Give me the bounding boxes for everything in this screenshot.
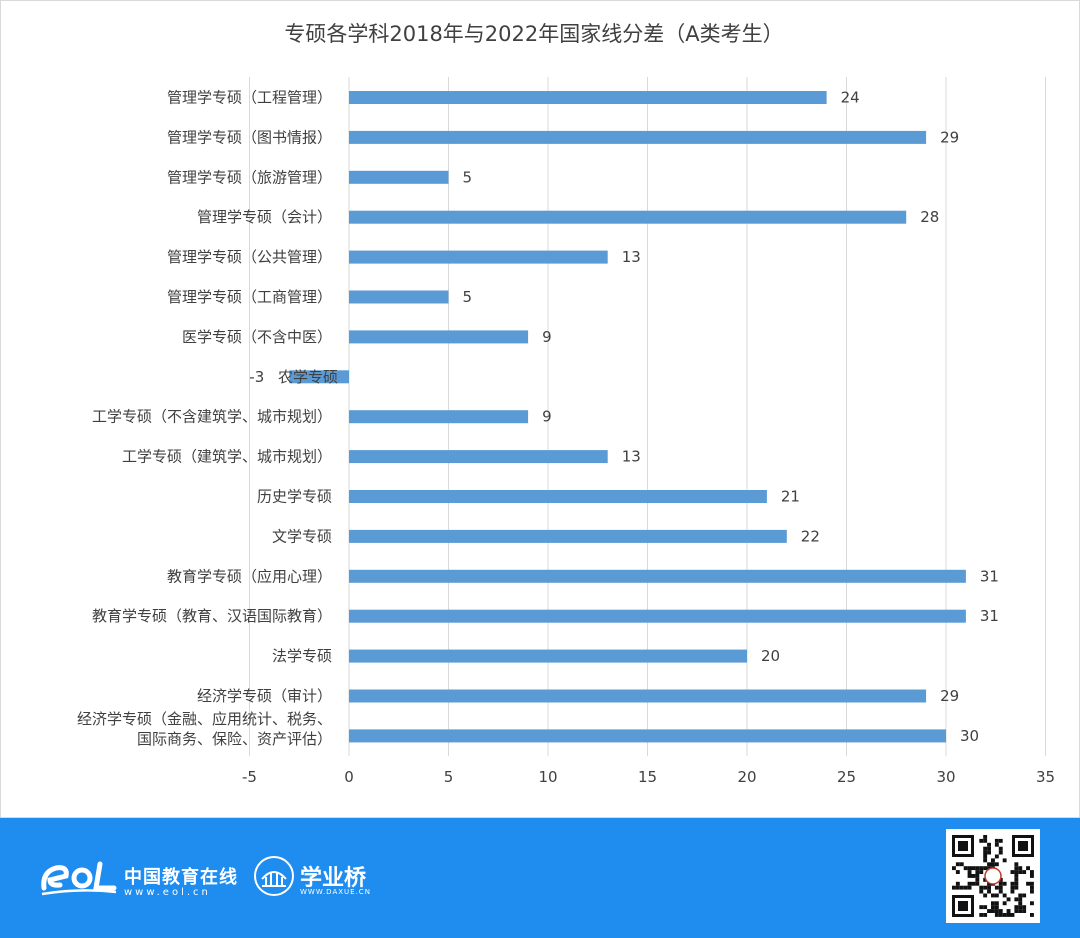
data-label: 13 (622, 448, 641, 466)
x-tick-label: 5 (444, 768, 454, 786)
data-label: 29 (940, 128, 959, 146)
category-label: 农学专硕 (278, 368, 338, 386)
category-label: 医学专硕（不含中医） (182, 328, 332, 346)
bar (349, 330, 529, 344)
category-label: 管理学专硕（图书情报） (167, 128, 332, 146)
category-label: 教育学专硕（教育、汉语国际教育） (92, 607, 332, 625)
bar (349, 729, 946, 743)
category-label: 管理学专硕（会计） (197, 208, 332, 226)
x-tick-label: -5 (242, 768, 257, 786)
data-label: 21 (781, 488, 800, 506)
category-label: 法学专硕 (272, 647, 332, 665)
category-label: 管理学专硕（工商管理） (167, 288, 332, 306)
data-label: 29 (940, 687, 959, 705)
bar (349, 450, 608, 464)
category-label: 管理学专硕（工程管理） (167, 89, 332, 107)
bar (349, 529, 787, 543)
daxue-logo-icon (254, 856, 294, 896)
category-label: 历史学专硕 (257, 488, 332, 506)
data-label: -3 (249, 368, 264, 386)
data-label: 31 (980, 607, 999, 625)
data-label: 5 (463, 288, 473, 306)
category-labels: 管理学专硕（工程管理） 管理学专硕（图书情报） 管理学专硕（旅游管理） 管理学专硕（会… (77, 89, 338, 748)
category-label: 教育学专硕（应用心理） (167, 567, 332, 585)
bar (349, 410, 529, 424)
bar (349, 569, 966, 583)
category-label: 经济学专硕（审计） (197, 687, 332, 705)
daxue-name: 学业桥 (300, 866, 367, 891)
bar (349, 170, 449, 184)
chart-title: 专硕各学科2018年与2022年国家线分差（A类考生） (284, 22, 783, 46)
category-label: 工学专硕（不含建筑学、城市规划） (92, 408, 332, 426)
bar (349, 250, 608, 264)
data-label: 24 (841, 89, 860, 107)
data-label: 5 (463, 168, 473, 186)
grid-lines (249, 77, 1046, 756)
category-label: 管理学专硕（旅游管理） (167, 168, 332, 186)
eol-url: www.eol.cn (124, 887, 211, 898)
data-label: 20 (761, 647, 780, 665)
bars (289, 91, 966, 743)
bar (349, 210, 907, 224)
x-axis-ticks: -5 0 5 10 15 20 25 30 35 (242, 768, 1055, 786)
category-label: 经济学专硕（金融、应用统计、税务、国际商务、保险、资产评估） (77, 710, 332, 748)
bar (349, 689, 927, 703)
bar (349, 649, 747, 663)
qr-code-icon (946, 829, 1040, 923)
bar (349, 91, 827, 104)
x-tick-label: 15 (638, 768, 657, 786)
data-label: 13 (622, 248, 641, 266)
x-tick-label: 20 (737, 768, 756, 786)
category-label: 文学专硕 (272, 527, 332, 545)
bar-chart: 专硕各学科2018年与2022年国家线分差（A类考生） 管理学专硕（工程管理）管… (77, 22, 1055, 786)
data-label: 28 (920, 208, 939, 226)
chart-panel: 专硕各学科2018年与2022年国家线分差（A类考生） 管理学专硕（工程管理）管… (0, 0, 1080, 818)
category-label: 工学专硕（建筑学、城市规划） (122, 448, 332, 466)
x-tick-label: 35 (1036, 768, 1055, 786)
x-tick-label: 0 (344, 768, 354, 786)
footer-bar (0, 818, 1080, 938)
data-label: 31 (980, 567, 999, 585)
data-labels: 24 29 5 28 13 5 9 -3 9 13 21 22 31 31 20 29 30 (249, 89, 999, 745)
bar (349, 490, 767, 503)
category-label: 管理学专硕（公共管理） (167, 248, 332, 266)
data-label: 30 (960, 727, 979, 745)
eol-logo-icon (41, 861, 117, 896)
x-tick-label: 10 (538, 768, 557, 786)
data-label: 9 (542, 408, 552, 426)
x-tick-label: 30 (936, 768, 955, 786)
daxue-url: WWW.DAXUE.CN (300, 888, 371, 896)
bar (349, 609, 966, 623)
bar (349, 130, 927, 144)
bar (349, 290, 449, 304)
data-label: 22 (801, 527, 820, 545)
x-tick-label: 25 (837, 768, 856, 786)
data-label: 9 (542, 328, 552, 346)
bar (289, 370, 349, 384)
eol-name: 中国教育在线 (124, 867, 238, 888)
